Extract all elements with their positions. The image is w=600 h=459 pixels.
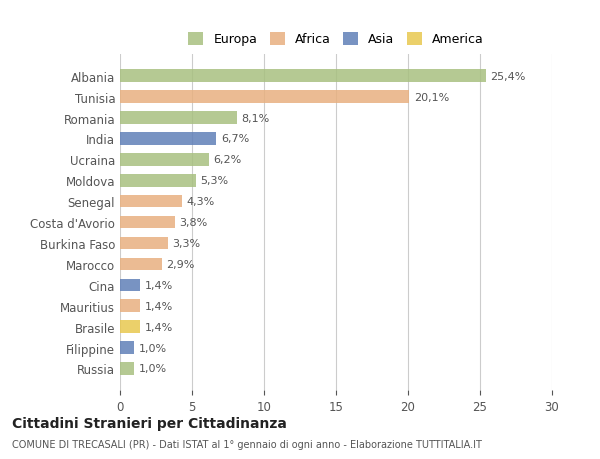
Bar bbox=[120, 258, 162, 271]
Text: 1,4%: 1,4% bbox=[145, 301, 173, 311]
Text: 6,7%: 6,7% bbox=[221, 134, 249, 144]
Text: 1,0%: 1,0% bbox=[139, 364, 167, 374]
Bar bbox=[120, 91, 409, 104]
Bar bbox=[120, 196, 182, 208]
Text: 1,4%: 1,4% bbox=[145, 322, 173, 332]
Bar bbox=[120, 341, 134, 354]
Text: 8,1%: 8,1% bbox=[241, 113, 269, 123]
Text: 20,1%: 20,1% bbox=[414, 92, 449, 102]
Bar bbox=[120, 133, 217, 146]
Text: 3,3%: 3,3% bbox=[172, 239, 200, 248]
Bar bbox=[120, 112, 236, 124]
Bar bbox=[120, 216, 175, 229]
Bar bbox=[120, 363, 134, 375]
Text: Cittadini Stranieri per Cittadinanza: Cittadini Stranieri per Cittadinanza bbox=[12, 416, 287, 430]
Legend: Europa, Africa, Asia, America: Europa, Africa, Asia, America bbox=[184, 28, 488, 51]
Text: 6,2%: 6,2% bbox=[214, 155, 242, 165]
Bar bbox=[120, 237, 167, 250]
Text: 4,3%: 4,3% bbox=[186, 197, 214, 207]
Bar bbox=[120, 174, 196, 187]
Bar bbox=[120, 321, 140, 333]
Text: 2,9%: 2,9% bbox=[166, 259, 194, 269]
Text: 3,8%: 3,8% bbox=[179, 218, 207, 228]
Text: COMUNE DI TRECASALI (PR) - Dati ISTAT al 1° gennaio di ogni anno - Elaborazione : COMUNE DI TRECASALI (PR) - Dati ISTAT al… bbox=[12, 440, 482, 449]
Text: 1,0%: 1,0% bbox=[139, 343, 167, 353]
Text: 1,4%: 1,4% bbox=[145, 280, 173, 290]
Bar bbox=[120, 300, 140, 312]
Text: 5,3%: 5,3% bbox=[200, 176, 229, 186]
Text: 25,4%: 25,4% bbox=[490, 72, 526, 82]
Bar bbox=[120, 279, 140, 291]
Bar bbox=[120, 70, 486, 83]
Bar bbox=[120, 154, 209, 166]
